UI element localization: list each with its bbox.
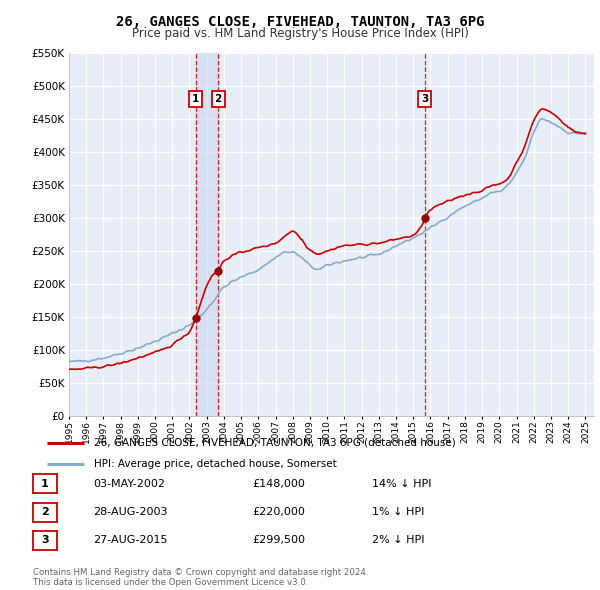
Text: 3: 3 — [421, 94, 428, 104]
Text: 1% ↓ HPI: 1% ↓ HPI — [372, 507, 424, 517]
Text: 2: 2 — [41, 507, 49, 517]
Bar — [196, 53, 218, 416]
Text: 03-MAY-2002: 03-MAY-2002 — [93, 479, 165, 489]
Text: £148,000: £148,000 — [252, 479, 305, 489]
Text: 1: 1 — [41, 479, 49, 489]
Text: 14% ↓ HPI: 14% ↓ HPI — [372, 479, 431, 489]
Text: £299,500: £299,500 — [252, 536, 305, 545]
Text: 28-AUG-2003: 28-AUG-2003 — [93, 507, 167, 517]
Text: 26, GANGES CLOSE, FIVEHEAD, TAUNTON, TA3 6PG (detached house): 26, GANGES CLOSE, FIVEHEAD, TAUNTON, TA3… — [94, 438, 456, 448]
Text: 3: 3 — [41, 536, 49, 545]
Text: 27-AUG-2015: 27-AUG-2015 — [93, 536, 167, 545]
Text: Price paid vs. HM Land Registry's House Price Index (HPI): Price paid vs. HM Land Registry's House … — [131, 27, 469, 40]
Text: 1: 1 — [192, 94, 199, 104]
Text: £220,000: £220,000 — [252, 507, 305, 517]
Text: 2: 2 — [214, 94, 221, 104]
Text: Contains HM Land Registry data © Crown copyright and database right 2024.
This d: Contains HM Land Registry data © Crown c… — [33, 568, 368, 587]
Text: 26, GANGES CLOSE, FIVEHEAD, TAUNTON, TA3 6PG: 26, GANGES CLOSE, FIVEHEAD, TAUNTON, TA3… — [116, 15, 484, 29]
Text: HPI: Average price, detached house, Somerset: HPI: Average price, detached house, Some… — [94, 458, 337, 468]
Text: 2% ↓ HPI: 2% ↓ HPI — [372, 536, 425, 545]
